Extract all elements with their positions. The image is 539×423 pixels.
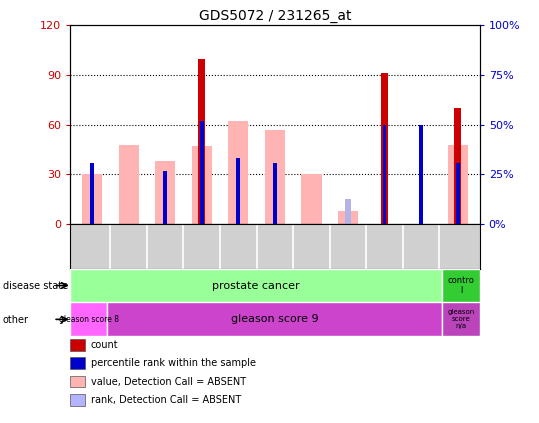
Text: disease state: disease state: [3, 281, 68, 291]
Bar: [419, 125, 423, 224]
Bar: [119, 145, 139, 224]
Text: other: other: [3, 315, 29, 325]
Bar: [454, 108, 461, 224]
Bar: [338, 211, 358, 224]
Bar: [448, 145, 468, 224]
Bar: [82, 175, 102, 224]
Bar: [155, 161, 175, 224]
Text: gleason
score
n/a: gleason score n/a: [447, 309, 475, 330]
Text: gleason score 9: gleason score 9: [231, 314, 319, 324]
Bar: [443, 269, 480, 302]
Bar: [273, 163, 277, 224]
Text: gleason score 8: gleason score 8: [59, 315, 119, 324]
Bar: [345, 199, 351, 224]
Bar: [383, 125, 386, 224]
Bar: [228, 121, 248, 224]
Text: percentile rank within the sample: percentile rank within the sample: [91, 358, 255, 368]
Bar: [443, 302, 480, 336]
Bar: [70, 302, 107, 336]
Bar: [90, 163, 94, 224]
Bar: [200, 121, 204, 224]
Bar: [381, 74, 388, 224]
Bar: [456, 163, 460, 224]
Bar: [107, 302, 443, 336]
Bar: [198, 58, 205, 224]
Text: count: count: [91, 340, 118, 350]
Text: rank, Detection Call = ABSENT: rank, Detection Call = ABSENT: [91, 395, 241, 405]
Text: prostate cancer: prostate cancer: [212, 280, 300, 291]
Text: value, Detection Call = ABSENT: value, Detection Call = ABSENT: [91, 376, 246, 387]
Title: GDS5072 / 231265_at: GDS5072 / 231265_at: [199, 9, 351, 23]
Bar: [192, 146, 212, 224]
Bar: [237, 158, 240, 224]
Text: contro
l: contro l: [448, 276, 474, 295]
Bar: [265, 130, 285, 224]
Bar: [301, 175, 322, 224]
Bar: [163, 171, 167, 224]
